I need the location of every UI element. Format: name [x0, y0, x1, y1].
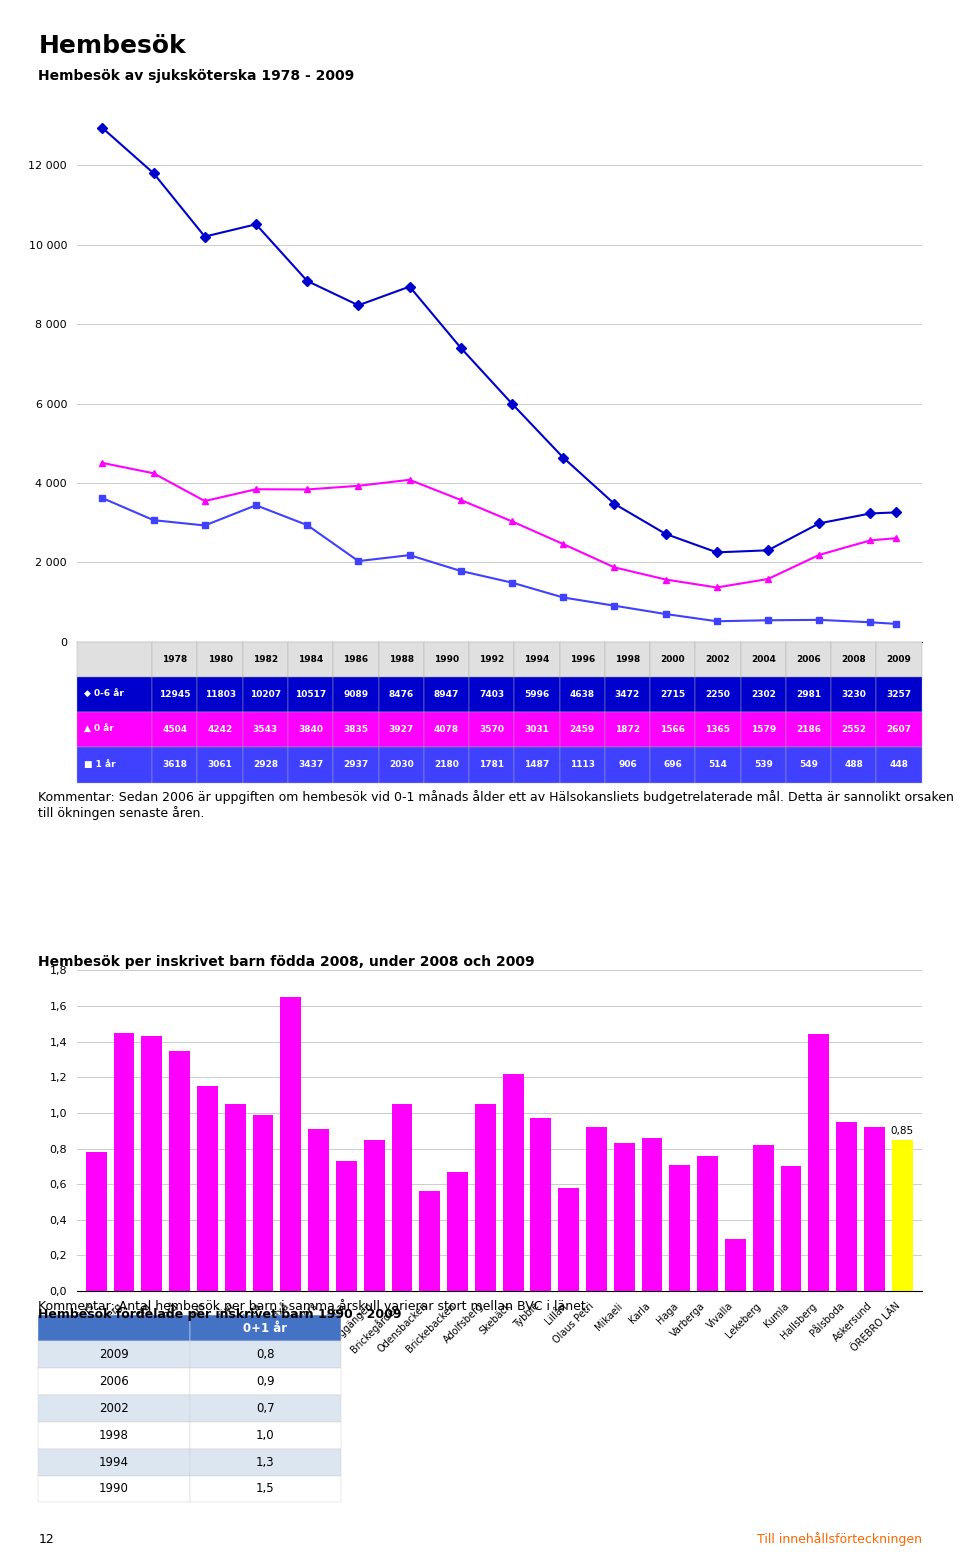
Bar: [697, 1155, 718, 1291]
Text: 0,85: 0,85: [891, 1127, 914, 1136]
0-6 år: [558, 448, 569, 466]
Bar: [308, 1128, 329, 1291]
1 år: [558, 588, 569, 607]
0 år: [251, 480, 262, 499]
0-6 år: [865, 504, 876, 523]
1 år: [506, 573, 517, 592]
1 år: [97, 488, 108, 507]
Bar: [252, 1114, 274, 1291]
Bar: [169, 1050, 190, 1291]
0-6 år: [455, 338, 467, 357]
Text: Kommentar: Antal hembesök per barn i samma årskull varierar stort mellan BVC i l: Kommentar: Antal hembesök per barn i sam…: [38, 1299, 590, 1313]
Bar: [669, 1164, 690, 1291]
0 år: [404, 471, 416, 490]
1 år: [455, 562, 467, 581]
Bar: [225, 1103, 246, 1291]
Text: Till innehållsförteckningen: Till innehållsförteckningen: [756, 1532, 922, 1546]
1 år: [813, 610, 825, 629]
Bar: [808, 1034, 829, 1291]
Bar: [475, 1103, 495, 1291]
0 år: [97, 454, 108, 473]
1 år: [148, 510, 159, 529]
0-6 år: [506, 394, 517, 413]
Bar: [613, 1142, 635, 1291]
0 år: [609, 559, 620, 577]
Bar: [141, 1036, 162, 1291]
1 år: [199, 516, 210, 535]
1 år: [352, 552, 364, 571]
Text: Hembesök per inskrivet barn födda 2008, under 2008 och 2009: Hembesök per inskrivet barn födda 2008, …: [38, 955, 535, 969]
Bar: [85, 1152, 107, 1291]
Bar: [725, 1239, 746, 1291]
0 år: [762, 570, 774, 588]
Text: Hembesök: Hembesök: [38, 34, 186, 58]
0 år: [455, 490, 467, 509]
0 år: [506, 512, 517, 531]
1 år: [865, 613, 876, 632]
Bar: [559, 1188, 579, 1291]
Line: 0-6 år: 0-6 år: [99, 125, 900, 556]
1 år: [660, 604, 671, 623]
1 år: [251, 496, 262, 515]
1 år: [609, 596, 620, 615]
Line: 1 år: 1 år: [99, 495, 900, 628]
0 år: [148, 463, 159, 482]
Bar: [280, 997, 301, 1291]
0-6 år: [97, 119, 108, 138]
0 år: [301, 480, 313, 499]
1 år: [404, 546, 416, 565]
Bar: [836, 1122, 857, 1291]
Bar: [753, 1146, 774, 1291]
0 år: [660, 570, 671, 588]
Bar: [864, 1127, 885, 1291]
Bar: [892, 1139, 913, 1291]
Text: Hembesök fördelade per inskrivet barn 1990 - 2009: Hembesök fördelade per inskrivet barn 19…: [38, 1308, 402, 1321]
0 år: [352, 476, 364, 495]
0-6 år: [609, 495, 620, 513]
Text: Kommentar: Sedan 2006 är uppgiften om hembesök vid 0-1 månads ålder ett av Hälso: Kommentar: Sedan 2006 är uppgiften om he…: [38, 790, 954, 820]
0-6 år: [352, 296, 364, 315]
Text: 12: 12: [38, 1534, 54, 1546]
0-6 år: [890, 502, 901, 521]
Bar: [531, 1119, 551, 1291]
1 år: [711, 612, 723, 631]
0-6 år: [251, 214, 262, 233]
Bar: [336, 1161, 357, 1291]
0 år: [558, 535, 569, 554]
1 år: [301, 516, 313, 535]
Bar: [641, 1138, 662, 1291]
Bar: [364, 1139, 385, 1291]
0-6 år: [660, 524, 671, 543]
0 år: [199, 491, 210, 510]
Text: Hembesök av sjuksköterska 1978 - 2009: Hembesök av sjuksköterska 1978 - 2009: [38, 69, 354, 83]
Bar: [113, 1033, 134, 1291]
Bar: [447, 1172, 468, 1291]
0-6 år: [199, 227, 210, 246]
1 år: [762, 610, 774, 629]
0-6 år: [762, 541, 774, 560]
Bar: [503, 1074, 523, 1291]
0 år: [813, 546, 825, 565]
0-6 år: [711, 543, 723, 562]
0 år: [865, 531, 876, 549]
0 år: [890, 529, 901, 548]
Line: 0 år: 0 år: [99, 460, 900, 592]
0-6 år: [404, 277, 416, 296]
0-6 år: [813, 513, 825, 532]
Bar: [392, 1103, 413, 1291]
1 år: [890, 615, 901, 634]
0-6 år: [301, 272, 313, 291]
0-6 år: [148, 164, 159, 183]
Bar: [780, 1166, 802, 1291]
Bar: [586, 1127, 607, 1291]
Bar: [420, 1191, 440, 1291]
0 år: [711, 577, 723, 596]
Bar: [197, 1086, 218, 1291]
